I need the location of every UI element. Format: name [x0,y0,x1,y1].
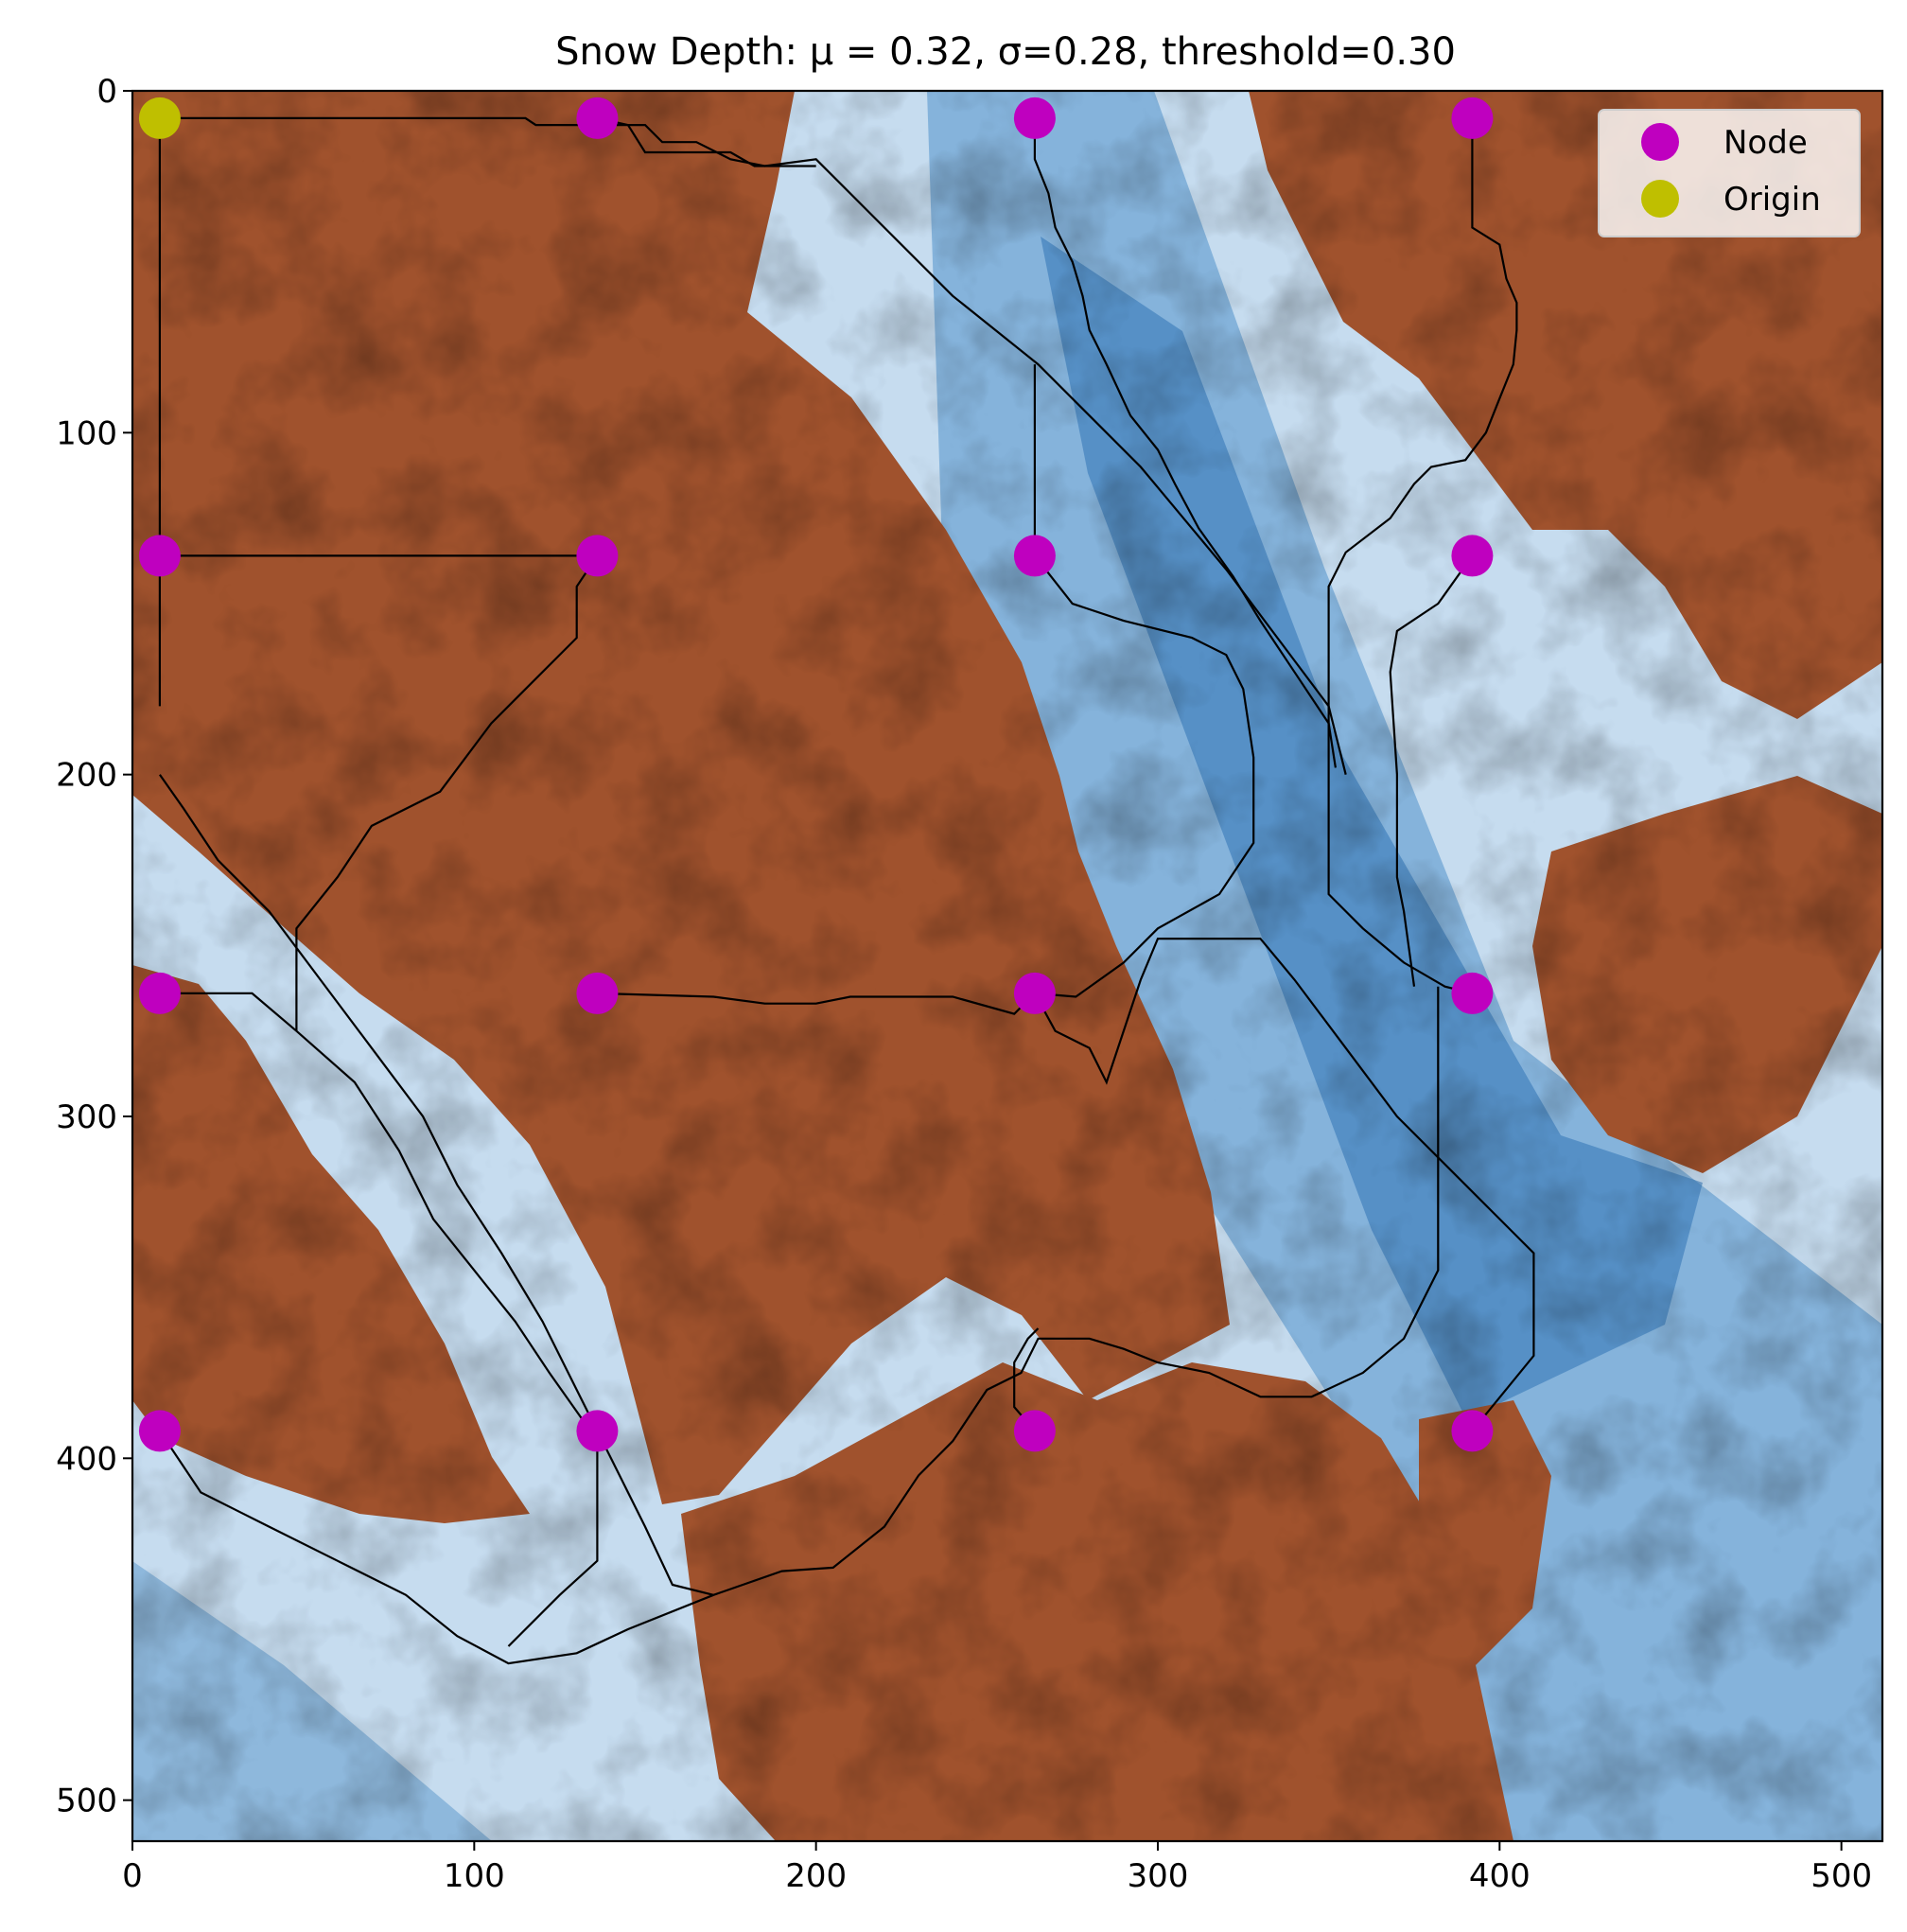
node-marker-8 [576,972,619,1014]
node-marker-6 [1451,535,1494,577]
y-tick-label: 100 [56,414,117,452]
node-marker-5 [1013,535,1056,577]
x-tick-label: 200 [785,1857,847,1895]
route-path-10 [159,992,592,1432]
plot-frame [131,89,1884,1843]
node-marker-13 [1013,1410,1056,1452]
node-marker-0 [576,97,619,139]
chart-title: Snow Depth: μ = 0.32, σ=0.28, threshold=… [555,30,1456,74]
x-tick-label: 400 [1469,1857,1531,1895]
node-marker-14 [1451,1410,1494,1452]
x-tick-label: 300 [1128,1857,1189,1895]
route-path-14 [158,1430,714,1665]
y-tick-label: 500 [56,1783,117,1820]
node-marker-12 [576,1410,619,1452]
x-tick-label: 0 [122,1857,143,1895]
node-marker-10 [1451,972,1494,1014]
y-tick-label: 200 [56,757,117,795]
route-path-15 [507,1431,599,1647]
y-tick-label: 0 [96,73,117,111]
legend-node-label: Node [1723,124,1808,162]
route-path-11 [597,992,1036,1015]
x-tick-label: 500 [1811,1857,1872,1895]
node-marker-7 [138,972,181,1014]
route-path-2 [597,116,816,167]
legend-node-marker [1641,123,1679,161]
route-path-8 [1034,554,1255,998]
route-path-9 [1389,554,1474,987]
route-path-3 [1033,117,1337,768]
route-path-13 [1033,937,1535,1432]
x-axis: 0 100 200 300 400 500 [122,1841,1872,1895]
node-marker-1 [1013,97,1056,139]
route-path-7 [295,554,599,1031]
node-marker-3 [138,535,181,577]
y-tick-label: 400 [56,1440,117,1478]
node-marker-9 [1013,972,1056,1014]
marker-layer [138,97,1494,1452]
x-tick-label: 100 [444,1857,505,1895]
node-marker-4 [576,535,619,577]
heatmap-image [132,91,1882,1841]
speckle-texture [132,91,1882,1841]
route-path-12 [158,774,714,1596]
y-tick-label: 300 [56,1098,117,1136]
legend: Node Origin [1598,109,1861,237]
y-axis: 0 100 200 300 400 500 [56,73,132,1820]
route-path-16 [712,986,1440,1596]
route-path-4 [1327,117,1518,994]
node-marker-2 [1451,97,1494,139]
node-marker-11 [138,1410,181,1452]
origin-marker-0 [138,97,181,139]
legend-origin-marker [1641,180,1679,218]
legend-origin-label: Origin [1723,181,1821,219]
route-path-17 [1013,1327,1040,1432]
